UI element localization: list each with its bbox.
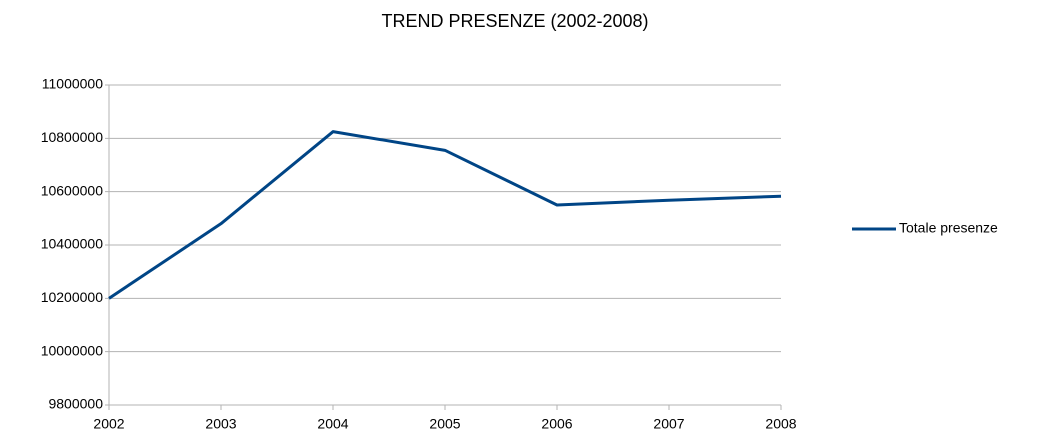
line-series <box>108 130 782 300</box>
x-tick-label: 2003 <box>205 416 236 432</box>
x-tick-label: 2002 <box>93 416 124 432</box>
y-tick-label: 10600000 <box>41 182 104 198</box>
x-tick-label: 2007 <box>653 416 684 432</box>
y-tick-label: 10200000 <box>41 289 104 305</box>
y-tick-label: 10800000 <box>41 129 104 145</box>
x-tick-label: 2006 <box>541 416 572 432</box>
x-tick-label: 2004 <box>317 416 348 432</box>
chart-title: TREND PRESENZE (2002-2008) <box>381 11 648 31</box>
y-tick-label: 9800000 <box>48 396 103 412</box>
x-tick-label: 2005 <box>429 416 460 432</box>
x-tick-label: 2008 <box>765 416 796 432</box>
legend-label: Totale presenze <box>899 220 998 236</box>
y-tick-label: 11000000 <box>42 76 103 92</box>
y-tick-label: 10000000 <box>41 342 104 358</box>
y-tick-label: 10400000 <box>41 236 104 252</box>
